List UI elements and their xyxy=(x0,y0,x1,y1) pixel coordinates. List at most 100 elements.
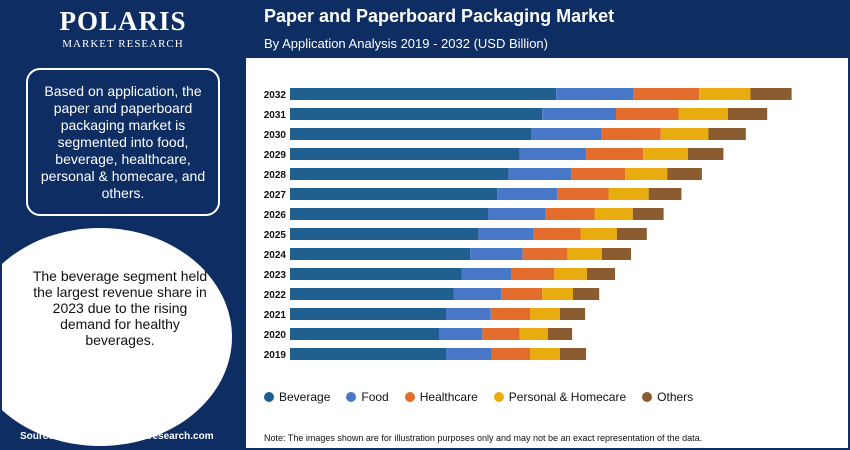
bar-personal-homecare-2032 xyxy=(699,88,751,100)
bar-personal-homecare-2022 xyxy=(542,288,573,300)
bar-personal-homecare-2025 xyxy=(580,228,617,240)
chart-legend: Beverage Food Healthcare Personal & Homecar… xyxy=(264,390,709,404)
year-label-2032: 2032 xyxy=(264,90,287,101)
year-label-2025: 2025 xyxy=(264,230,287,241)
bar-beverage-2019 xyxy=(290,348,446,360)
legend-dot xyxy=(642,392,653,402)
bar-healthcare-2020 xyxy=(482,328,520,340)
bar-healthcare-2022 xyxy=(501,288,543,300)
header-bar xyxy=(246,0,850,58)
stacked-bar-chart: 2032 2031 2030 2029 2028 2027 2026 2025 2024 2023… xyxy=(264,88,792,361)
bar-personal-homecare-2027 xyxy=(608,188,649,200)
brand-logo: POLARIS xyxy=(59,6,187,36)
bar-others-2023 xyxy=(587,268,615,280)
bar-beverage-2027 xyxy=(290,188,498,200)
bar-beverage-2028 xyxy=(290,168,509,180)
bar-personal-homecare-2019 xyxy=(530,348,560,360)
footer-note: Note: The images shown are for illustrat… xyxy=(264,433,703,443)
bar-beverage-2030 xyxy=(290,128,531,140)
bar-healthcare-2024 xyxy=(522,248,568,260)
bar-food-2023 xyxy=(461,268,512,280)
bar-food-2024 xyxy=(470,248,523,260)
bar-others-2028 xyxy=(667,168,702,180)
bar-healthcare-2021 xyxy=(490,308,530,320)
legend-dot xyxy=(264,392,274,402)
year-label-2028: 2028 xyxy=(264,170,287,181)
bar-beverage-2024 xyxy=(290,248,471,260)
bar-healthcare-2028 xyxy=(571,168,626,180)
info-box: Based on application, the paper and pape… xyxy=(26,68,220,216)
year-label-2019: 2019 xyxy=(264,350,287,361)
bar-others-2031 xyxy=(728,108,768,120)
year-label-2027: 2027 xyxy=(264,190,287,201)
bar-others-2021 xyxy=(559,308,586,320)
bar-healthcare-2023 xyxy=(511,268,555,280)
bar-beverage-2026 xyxy=(290,208,488,220)
bar-others-2025 xyxy=(616,228,647,240)
bar-beverage-2020 xyxy=(290,328,440,340)
bar-food-2027 xyxy=(497,188,558,200)
bar-food-2025 xyxy=(478,228,534,240)
legend-item-beverage: Beverage xyxy=(264,390,330,404)
bar-personal-homecare-2030 xyxy=(660,128,709,140)
bar-others-2020 xyxy=(547,328,573,340)
bar-beverage-2025 xyxy=(290,228,479,240)
bar-others-2019 xyxy=(559,348,587,360)
legend-item-personal-homecare: Personal & Homecare xyxy=(493,390,626,404)
legend-dot xyxy=(346,392,357,402)
legend-item-food: Food xyxy=(346,390,389,404)
legend-label: Food xyxy=(361,390,389,404)
bar-food-2019 xyxy=(446,348,492,360)
bar-beverage-2029 xyxy=(290,148,520,160)
bar-personal-homecare-2031 xyxy=(678,108,728,120)
year-label-2023: 2023 xyxy=(264,270,287,281)
highlight-text: The beverage segment held the largest re… xyxy=(32,268,208,348)
left-panel: POLARIS MARKET RESEARCH Based on applica… xyxy=(0,0,246,450)
year-label-2029: 2029 xyxy=(264,150,287,161)
bar-personal-homecare-2026 xyxy=(594,208,633,220)
bar-food-2022 xyxy=(453,288,502,300)
year-label-2021: 2021 xyxy=(264,310,287,321)
chart-title: Paper and Paperboard Packaging Market xyxy=(264,6,615,26)
bar-food-2030 xyxy=(531,128,601,140)
legend-label: Others xyxy=(657,390,694,404)
bar-food-2031 xyxy=(542,108,616,120)
bar-healthcare-2019 xyxy=(491,348,530,360)
bar-personal-homecare-2029 xyxy=(643,148,688,160)
bar-beverage-2021 xyxy=(290,308,446,320)
bar-personal-homecare-2021 xyxy=(530,308,560,320)
bar-food-2026 xyxy=(488,208,545,220)
bar-food-2021 xyxy=(446,308,491,320)
legend-item-healthcare: Healthcare xyxy=(404,390,478,404)
bar-food-2028 xyxy=(508,168,572,180)
bar-beverage-2022 xyxy=(290,288,454,300)
brand-tagline: MARKET RESEARCH xyxy=(62,38,184,50)
bar-others-2027 xyxy=(648,188,682,200)
bar-personal-homecare-2023 xyxy=(554,268,587,280)
bar-healthcare-2027 xyxy=(557,188,609,200)
bar-others-2032 xyxy=(750,88,792,100)
bar-others-2026 xyxy=(632,208,664,220)
year-label-2026: 2026 xyxy=(264,210,287,221)
legend-dot xyxy=(493,392,504,402)
bar-food-2029 xyxy=(519,148,587,160)
bar-beverage-2023 xyxy=(290,268,462,280)
bar-personal-homecare-2028 xyxy=(625,168,668,180)
bar-others-2030 xyxy=(708,128,746,140)
legend-dot xyxy=(404,392,415,402)
bar-others-2029 xyxy=(687,148,724,160)
bar-others-2024 xyxy=(602,248,631,260)
bar-beverage-2031 xyxy=(290,108,543,120)
year-label-2031: 2031 xyxy=(264,110,287,121)
bar-healthcare-2032 xyxy=(633,88,700,100)
bar-healthcare-2031 xyxy=(616,108,679,120)
legend-label: Healthcare xyxy=(419,390,478,404)
bar-personal-homecare-2020 xyxy=(519,328,548,340)
bar-healthcare-2029 xyxy=(586,148,644,160)
highlight-circle xyxy=(0,228,232,446)
bar-food-2032 xyxy=(556,88,634,100)
bar-food-2020 xyxy=(439,328,483,340)
year-label-2022: 2022 xyxy=(264,290,287,301)
bar-others-2022 xyxy=(573,288,600,300)
chart-subtitle: By Application Analysis 2019 - 2032 (USD… xyxy=(264,36,548,51)
